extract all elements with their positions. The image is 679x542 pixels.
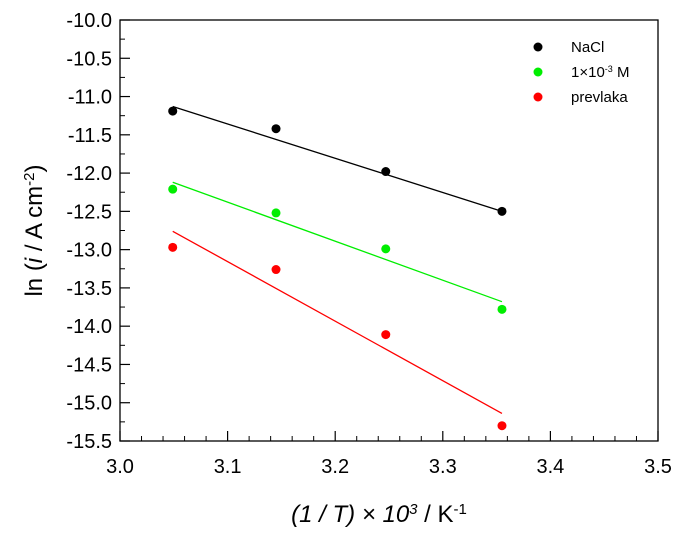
y-tick-label: -12.5 (66, 201, 112, 223)
x-tick-label: 3.4 (536, 456, 564, 478)
x-tick-label: 3.5 (644, 456, 672, 478)
x-axis-title: (1 / T) × 103 / K-1 (291, 501, 467, 529)
data-point-series-0 (497, 206, 507, 216)
y-tick-label: -11.0 (68, 87, 112, 109)
label-part: i (21, 257, 48, 263)
data-point-series-2 (168, 242, 178, 252)
data-point-series-2 (381, 330, 391, 340)
data-point-series-2 (271, 265, 281, 275)
legend-marker-1 (533, 67, 543, 77)
x-tick-label: 3.1 (214, 456, 242, 478)
label-part: / K (418, 501, 454, 528)
legend-label-0: NaCl (571, 39, 604, 56)
y-axis-title: ln (i / A cm-2) (21, 164, 49, 296)
label-part: T (332, 501, 349, 528)
label-part: -1 (454, 501, 467, 518)
data-point-series-0 (271, 124, 281, 134)
x-tick-label: 3.0 (106, 456, 134, 478)
fit-line-series-2 (172, 230, 503, 415)
fit-line-series-0 (172, 105, 503, 212)
fit-line-series-1 (172, 181, 503, 303)
plot-frame (119, 19, 659, 442)
label-part: (1 / (291, 501, 332, 528)
label-part: ) (21, 164, 48, 172)
y-tick-label: -14.5 (66, 354, 112, 376)
x-tick-label: 3.3 (429, 456, 457, 478)
data-point-series-1 (381, 244, 391, 254)
y-tick-label: -15.0 (66, 393, 112, 415)
x-tick-label: 3.2 (321, 456, 349, 478)
legend-marker-0 (533, 42, 543, 52)
y-tick-label: -10.5 (66, 48, 112, 70)
y-tick-label: -14.0 (66, 316, 112, 338)
y-tick-label: -10.0 (66, 10, 112, 32)
data-point-series-1 (168, 184, 178, 194)
label-part: / A cm (21, 186, 48, 258)
y-tick-label: -11.5 (68, 125, 112, 147)
legend-marker-2 (533, 92, 543, 102)
y-tick-label: -13.5 (66, 278, 112, 300)
label-part: 3 (409, 501, 418, 518)
label-part: ln ( (21, 263, 48, 296)
legend-label-2: prevlaka (571, 89, 628, 106)
label-part: -3 (605, 64, 613, 74)
y-tick-label: -13.0 (66, 240, 112, 262)
label-part: -2 (21, 172, 38, 185)
y-tick-label: -15.5 (66, 431, 112, 453)
data-point-series-2 (497, 421, 507, 431)
data-point-series-1 (497, 304, 507, 314)
label-part: 1×10 (571, 64, 605, 81)
legend-label-1: 1×10-3 M (571, 64, 629, 81)
label-part: M (613, 64, 630, 81)
label-part: ) × 10 (344, 501, 410, 528)
y-tick-label: -12.0 (66, 163, 112, 185)
data-point-series-0 (168, 106, 178, 116)
data-point-series-0 (381, 167, 391, 177)
data-point-series-1 (271, 208, 281, 218)
